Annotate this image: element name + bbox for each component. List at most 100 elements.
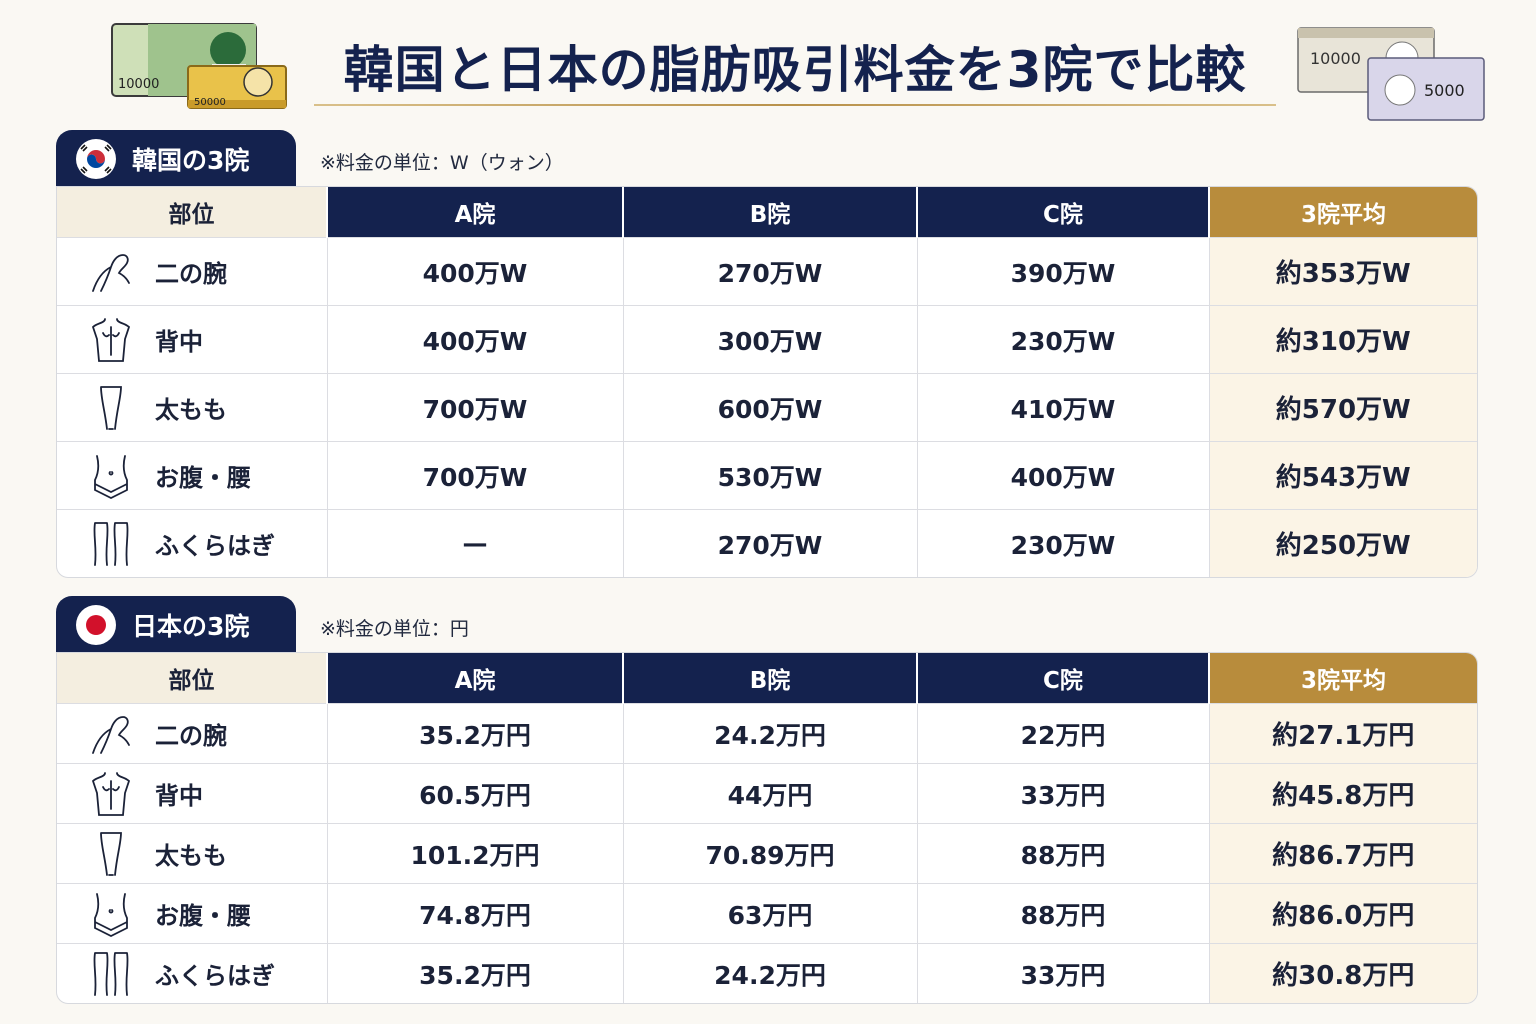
column-header-average: 3院平均 <box>1208 187 1477 238</box>
arm-icon <box>87 246 135 298</box>
korea-flag-icon <box>76 139 116 179</box>
price-clinic-c: 400万W <box>916 441 1209 510</box>
price-clinic-c: 33万円 <box>916 943 1209 1003</box>
korea-section-tab: 韓国の3院 <box>56 130 296 188</box>
price-average: 約27.1万円 <box>1208 703 1477 764</box>
price-clinic-c: 230万W <box>916 305 1209 374</box>
price-clinic-b: 270万W <box>622 237 917 306</box>
body-part-label: 二の腕 <box>155 722 227 750</box>
price-clinic-b: 24.2万円 <box>622 943 917 1003</box>
price-average: 約310万W <box>1208 305 1477 374</box>
table-row: お腹・腰 700万W 530万W 400万W 約543万W <box>57 441 1477 510</box>
body-part-label: ふくらはぎ <box>155 962 275 990</box>
japanese-banknotes-illustration: 10000 5000 <box>1292 24 1488 124</box>
table-header-row: 部位 A院 B院 C院 3院平均 <box>57 187 1477 238</box>
table-row: ふくらはぎ — 270万W 230万W 約250万W <box>57 509 1477 577</box>
price-clinic-b: 300万W <box>622 305 917 374</box>
title-underline <box>314 104 1276 106</box>
body-part-label: 太もも <box>155 842 227 870</box>
arm-icon <box>87 708 135 760</box>
body-part-label: お腹・腰 <box>155 464 251 492</box>
price-average: 約45.8万円 <box>1208 763 1477 824</box>
table-row: 二の腕 35.2万円 24.2万円 22万円 約27.1万円 <box>57 703 1477 764</box>
price-average: 約353万W <box>1208 237 1477 306</box>
price-average: 約250万W <box>1208 509 1477 577</box>
price-clinic-a: 60.5万円 <box>326 763 623 824</box>
price-average: 約543万W <box>1208 441 1477 510</box>
calf-icon <box>87 518 135 570</box>
body-part-label: 背中 <box>155 328 203 356</box>
price-clinic-a: 35.2万円 <box>326 703 623 764</box>
korea-section-title: 韓国の3院 <box>132 146 250 175</box>
table-row: お腹・腰 74.8万円 63万円 88万円 約86.0万円 <box>57 883 1477 944</box>
price-clinic-a: 74.8万円 <box>326 883 623 944</box>
price-clinic-b: 530万W <box>622 441 917 510</box>
korea-price-table: 部位 A院 B院 C院 3院平均 二の腕 400万W 270万W 390万W 約… <box>56 186 1478 578</box>
banknote-right-back-value: 10000 <box>1310 49 1361 68</box>
body-part-label: ふくらはぎ <box>155 532 275 560</box>
table-row: 太もも 700万W 600万W 410万W 約570万W <box>57 373 1477 442</box>
column-header-part: 部位 <box>57 187 327 238</box>
price-average: 約86.0万円 <box>1208 883 1477 944</box>
price-clinic-c: 33万円 <box>916 763 1209 824</box>
body-part-label: お腹・腰 <box>155 902 251 930</box>
price-clinic-b: 24.2万円 <box>622 703 917 764</box>
banknote-right-front-value: 5000 <box>1424 81 1465 100</box>
body-part-label: 太もも <box>155 396 227 424</box>
back-icon <box>87 314 135 366</box>
korea-unit-note: ※料金の単位：W（ウォン） <box>320 152 564 174</box>
table-row: 背中 60.5万円 44万円 33万円 約45.8万円 <box>57 763 1477 824</box>
price-clinic-a: 400万W <box>326 237 623 306</box>
price-clinic-a: 35.2万円 <box>326 943 623 1003</box>
back-icon <box>87 768 135 820</box>
column-header-average: 3院平均 <box>1208 653 1477 704</box>
banknote-left-front-value: 50000 <box>194 97 226 108</box>
table-header-row: 部位 A院 B院 C院 3院平均 <box>57 653 1477 704</box>
price-average: 約30.8万円 <box>1208 943 1477 1003</box>
column-header-clinic-a: A院 <box>326 653 623 704</box>
column-header-clinic-b: B院 <box>622 653 917 704</box>
price-clinic-a: 700万W <box>326 373 623 442</box>
page-title: 韓国と日本の脂肪吸引料金を3院で比較 <box>343 41 1247 99</box>
column-header-clinic-b: B院 <box>622 187 917 238</box>
japan-price-table: 部位 A院 B院 C院 3院平均 二の腕 35.2万円 24.2万円 22万円 … <box>56 652 1478 1004</box>
table-row: ふくらはぎ 35.2万円 24.2万円 33万円 約30.8万円 <box>57 943 1477 1003</box>
price-clinic-b: 44万円 <box>622 763 917 824</box>
thigh-icon <box>87 382 135 434</box>
price-clinic-b: 63万円 <box>622 883 917 944</box>
belly-icon <box>87 450 135 502</box>
price-clinic-c: 22万円 <box>916 703 1209 764</box>
column-header-clinic-c: C院 <box>916 187 1209 238</box>
price-clinic-a: — <box>326 509 623 577</box>
price-clinic-c: 230万W <box>916 509 1209 577</box>
banknote-left-back-value: 10000 <box>118 77 159 92</box>
price-clinic-a: 400万W <box>326 305 623 374</box>
calf-icon <box>87 948 135 1000</box>
column-header-part: 部位 <box>57 653 327 704</box>
body-part-label: 背中 <box>155 782 203 810</box>
price-average: 約86.7万円 <box>1208 823 1477 884</box>
price-clinic-c: 88万円 <box>916 883 1209 944</box>
price-clinic-a: 101.2万円 <box>326 823 623 884</box>
price-clinic-c: 88万円 <box>916 823 1209 884</box>
table-row: 太もも 101.2万円 70.89万円 88万円 約86.7万円 <box>57 823 1477 884</box>
price-clinic-b: 600万W <box>622 373 917 442</box>
japan-flag-icon <box>76 605 116 645</box>
belly-icon <box>87 888 135 940</box>
column-header-clinic-a: A院 <box>326 187 623 238</box>
japan-section-tab: 日本の3院 <box>56 596 296 654</box>
korean-banknotes-illustration: 10000 50000 <box>108 20 290 112</box>
price-clinic-c: 390万W <box>916 237 1209 306</box>
body-part-label: 二の腕 <box>155 260 227 288</box>
thigh-icon <box>87 828 135 880</box>
japan-section-title: 日本の3院 <box>132 612 250 641</box>
price-clinic-c: 410万W <box>916 373 1209 442</box>
japan-unit-note: ※料金の単位：円 <box>320 618 469 640</box>
table-row: 二の腕 400万W 270万W 390万W 約353万W <box>57 237 1477 306</box>
price-clinic-b: 270万W <box>622 509 917 577</box>
price-clinic-b: 70.89万円 <box>622 823 917 884</box>
price-average: 約570万W <box>1208 373 1477 442</box>
table-row: 背中 400万W 300万W 230万W 約310万W <box>57 305 1477 374</box>
price-clinic-a: 700万W <box>326 441 623 510</box>
column-header-clinic-c: C院 <box>916 653 1209 704</box>
